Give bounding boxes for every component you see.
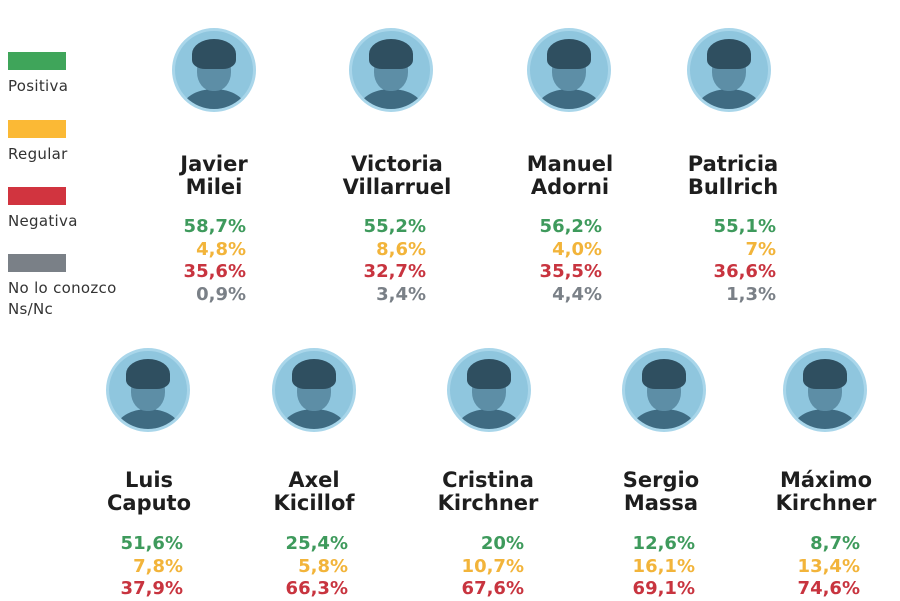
value-nc: 0,9%	[196, 283, 246, 305]
value-positiva: 55,2%	[363, 216, 426, 237]
first-name: Javier	[180, 152, 248, 176]
avatar-photo	[349, 28, 433, 112]
legend-item-negativa: Negativa	[8, 187, 78, 232]
value-positiva: 58,7%	[183, 216, 246, 237]
value-negativa: 35,5%	[539, 261, 602, 282]
value-negativa: 74,6%	[797, 578, 860, 599]
last-name: Caputo	[106, 491, 192, 515]
legend-swatch-negativa	[8, 187, 66, 205]
legend-swatch-no-lo-conozco	[8, 254, 66, 272]
first-name: Manuel	[526, 152, 614, 176]
value-regular: 16,1%	[632, 555, 695, 577]
value-negativa: 66,3%	[285, 578, 348, 599]
first-name: Cristina	[442, 468, 534, 492]
first-name: Axel	[288, 468, 340, 492]
last-name: Villarruel	[342, 175, 452, 199]
value-positiva: 56,2%	[539, 216, 602, 237]
person-name: Máximo Kirchner	[776, 469, 877, 515]
legend-swatch-regular	[8, 120, 66, 138]
last-name: Kirchner	[775, 491, 877, 515]
legend-label: Positiva	[8, 77, 69, 95]
last-name: Kicillof	[273, 491, 355, 515]
first-name: Máximo	[779, 468, 873, 492]
first-name: Patricia	[687, 152, 779, 176]
last-name: Kirchner	[437, 491, 539, 515]
legend-label-line1: No lo conozco	[8, 279, 117, 297]
last-name: Bullrich	[687, 175, 779, 199]
legend-label-line2: Ns/Nc	[8, 300, 54, 318]
value-regular: 8,6%	[376, 238, 426, 260]
person-name: Cristina Kirchner	[438, 469, 539, 515]
value-positiva: 55,1%	[713, 216, 776, 237]
value-positiva: 25,4%	[285, 533, 348, 554]
avatar-photo	[172, 28, 256, 112]
avatar-photo	[272, 348, 356, 432]
values: 58,7% 4,8% 35,6% 0,9%	[184, 216, 246, 306]
person-name: Luis Caputo	[107, 469, 191, 515]
value-regular: 5,8%	[298, 555, 348, 577]
value-regular: 4,8%	[196, 238, 246, 260]
value-positiva: 20%	[480, 533, 524, 554]
avatar-photo	[622, 348, 706, 432]
value-negativa: 67,6%	[461, 578, 524, 599]
values: 12,6% 16,1% 69,1%	[633, 533, 695, 601]
legend-label: No lo conozco Ns/Nc	[8, 278, 117, 320]
person-name: Javier Milei	[180, 153, 247, 199]
avatar-photo	[783, 348, 867, 432]
legend-label: Regular	[8, 145, 68, 163]
legend-swatch-positiva	[8, 52, 66, 70]
value-negativa: 37,9%	[120, 578, 183, 599]
value-positiva: 51,6%	[120, 533, 183, 554]
last-name: Adorni	[530, 175, 610, 199]
values: 56,2% 4,0% 35,5% 4,4%	[540, 216, 602, 306]
last-name: Milei	[185, 175, 243, 199]
values: 55,2% 8,6% 32,7% 3,4%	[364, 216, 426, 306]
first-name: Sergio	[622, 468, 700, 492]
legend-item-positiva: Positiva	[8, 52, 68, 97]
last-name: Massa	[623, 491, 699, 515]
value-regular: 7%	[745, 238, 776, 260]
person-name: Manuel Adorni	[527, 153, 613, 199]
legend-label: Negativa	[8, 212, 78, 230]
value-negativa: 35,6%	[183, 261, 246, 282]
legend-item-regular: Regular	[8, 120, 68, 165]
person-name: Patricia Bullrich	[688, 153, 778, 199]
avatar-photo	[447, 348, 531, 432]
avatar-photo	[687, 28, 771, 112]
avatar-photo	[527, 28, 611, 112]
person-name: Sergio Massa	[623, 469, 699, 515]
values: 51,6% 7,8% 37,9%	[121, 533, 183, 601]
values: 20% 10,7% 67,6%	[462, 533, 524, 601]
value-negativa: 69,1%	[632, 578, 695, 599]
value-nc: 3,4%	[376, 283, 426, 305]
value-regular: 4,0%	[552, 238, 602, 260]
value-nc: 1,3%	[726, 283, 776, 305]
value-nc: 4,4%	[552, 283, 602, 305]
legend-item-no-lo-conozco: No lo conozco Ns/Nc	[8, 254, 117, 320]
value-negativa: 32,7%	[363, 261, 426, 282]
value-regular: 10,7%	[461, 555, 524, 577]
value-positiva: 8,7%	[810, 533, 860, 554]
values: 55,1% 7% 36,6% 1,3%	[714, 216, 776, 306]
value-regular: 7,8%	[133, 555, 183, 577]
person-name: Axel Kicillof	[273, 469, 354, 515]
person-name: Victoria Villarruel	[343, 153, 452, 199]
value-negativa: 36,6%	[713, 261, 776, 282]
value-positiva: 12,6%	[632, 533, 695, 554]
first-name: Victoria	[351, 152, 443, 176]
values: 8,7% 13,4% 74,6%	[798, 533, 860, 601]
first-name: Luis	[124, 468, 174, 492]
values: 25,4% 5,8% 66,3%	[286, 533, 348, 601]
avatar-photo	[106, 348, 190, 432]
value-regular: 13,4%	[797, 555, 860, 577]
